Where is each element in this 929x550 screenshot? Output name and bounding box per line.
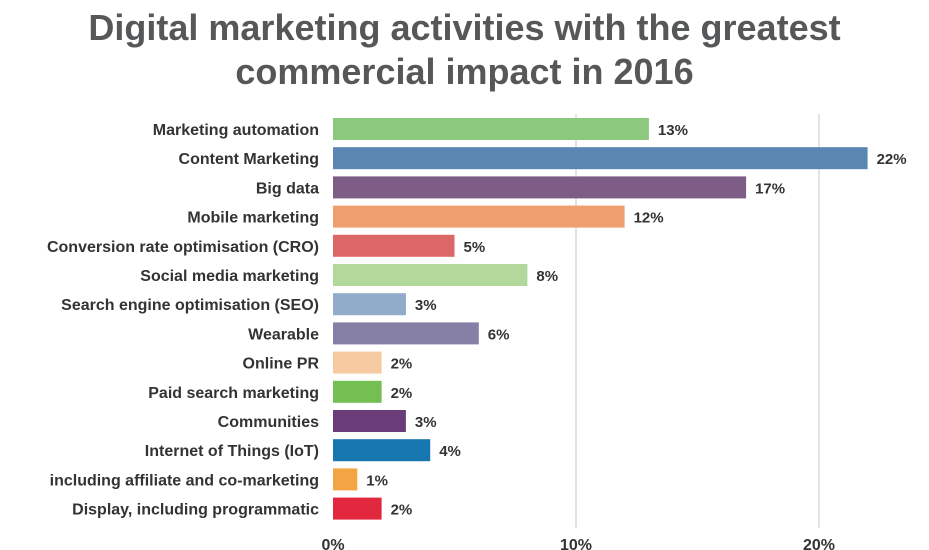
value-label: 13%	[658, 122, 688, 139]
category-label: Wearable	[248, 326, 319, 343]
value-label: 2%	[391, 356, 413, 373]
value-label: 3%	[415, 414, 437, 431]
bars	[333, 118, 868, 520]
x-tick-labels: 0% 10% 20%	[321, 537, 835, 550]
value-label: 6%	[488, 326, 510, 343]
bar	[333, 118, 649, 140]
bar	[333, 468, 358, 491]
bar	[333, 293, 406, 316]
value-label: 17%	[755, 180, 785, 197]
chart-title-line: Digital marketing activities with the gr…	[88, 7, 841, 48]
category-label: Online PR	[243, 356, 320, 373]
value-label: 5%	[464, 239, 486, 256]
chart-title-line: commercial impact in 2016	[235, 51, 694, 92]
value-label: 2%	[391, 385, 413, 402]
bar	[333, 176, 747, 199]
value-label: 12%	[634, 210, 664, 227]
category-label: Communities	[218, 414, 319, 431]
category-label: including affiliate and co-marketing	[50, 472, 319, 489]
bar	[333, 497, 382, 520]
bar	[333, 351, 382, 374]
bar	[333, 439, 431, 462]
category-label: Big data	[256, 180, 319, 197]
value-label: 8%	[536, 268, 558, 285]
category-label: Conversion rate optimisation (CRO)	[47, 239, 319, 256]
gridlines	[575, 114, 820, 528]
category-label: Paid search marketing	[148, 385, 319, 402]
x-tick-label: 10%	[560, 537, 592, 550]
value-label: 1%	[366, 472, 388, 489]
bar	[333, 205, 625, 228]
value-labels: 13%22%17%12%5%8%3%6%2%2%3%4%1%2%	[366, 122, 906, 519]
x-tick-label: 0%	[321, 537, 344, 550]
value-label: 22%	[877, 151, 907, 168]
bar	[333, 234, 455, 257]
category-labels: Marketing automation Content Marketing Big…	[47, 122, 319, 519]
bar	[333, 147, 868, 170]
bar	[333, 380, 382, 403]
value-label: 2%	[391, 502, 413, 519]
category-label: Marketing automation	[153, 122, 319, 139]
category-label: Display, including programmatic	[72, 502, 319, 519]
chart-title: Digital marketing activities with the gr…	[0, 6, 929, 94]
category-label: Social media marketing	[140, 268, 319, 285]
value-label: 3%	[415, 297, 437, 314]
bar	[333, 410, 406, 432]
bar	[333, 264, 528, 286]
category-label: Internet of Things (IoT)	[145, 443, 319, 460]
category-label: Mobile marketing	[187, 210, 319, 227]
value-label: 4%	[439, 443, 461, 460]
category-label: Search engine optimisation (SEO)	[61, 297, 319, 314]
bar	[333, 322, 479, 345]
x-tick-label: 20%	[803, 537, 835, 550]
category-label: Content Marketing	[179, 151, 319, 168]
